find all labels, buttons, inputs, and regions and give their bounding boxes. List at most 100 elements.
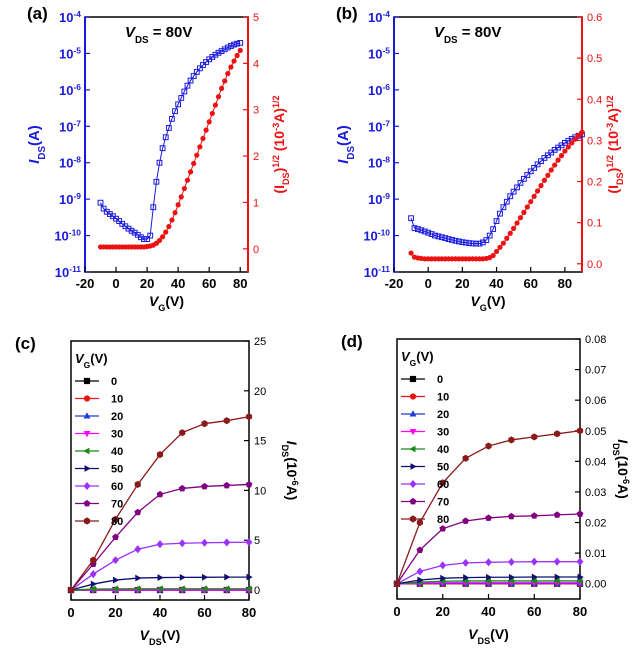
data-point <box>579 129 585 135</box>
data-point <box>456 238 462 245</box>
data-point <box>200 135 206 142</box>
data-point <box>196 65 203 72</box>
data-point <box>156 585 163 593</box>
legend-marker <box>83 447 90 455</box>
y-tick-label: 0 <box>254 585 260 597</box>
y-left-tick-label: 10-10 <box>54 228 81 244</box>
data-point <box>531 165 538 171</box>
data-point <box>503 198 510 205</box>
data-point <box>245 585 252 593</box>
data-point <box>197 144 203 150</box>
data-point <box>476 240 483 247</box>
y-right-label: (IDS)1/2 (10-3A)1/2 <box>605 95 625 193</box>
data-point <box>112 533 119 541</box>
vds-annotation: VDS = 80V <box>125 24 192 46</box>
data-point <box>223 538 231 547</box>
data-point <box>484 577 491 585</box>
series-line-right <box>410 131 583 260</box>
data-point <box>184 177 191 183</box>
data-point <box>231 41 237 48</box>
legend-label: 10 <box>437 392 449 404</box>
x-tick-label: 20 <box>108 605 122 620</box>
data-point <box>90 556 97 564</box>
x-tick-label: 40 <box>153 605 167 620</box>
legend-label: 20 <box>437 409 449 421</box>
x-axis-label: VDS(V) <box>140 627 181 647</box>
legend-label: 50 <box>111 464 123 476</box>
legend-label: 0 <box>111 376 117 388</box>
y-left-tick-label: 10-5 <box>59 45 81 61</box>
data-point <box>156 237 163 244</box>
y-left-tick-label: 10-4 <box>368 9 390 25</box>
legend-marker <box>83 481 91 491</box>
x-axis-label: VG(V) <box>149 293 184 313</box>
data-point <box>246 573 253 581</box>
data-point <box>553 577 560 585</box>
data-point <box>166 223 172 230</box>
data-point <box>200 62 206 68</box>
data-point <box>485 558 492 567</box>
y-left-tick-label: 10-6 <box>368 82 390 98</box>
legend-label: 80 <box>111 516 123 528</box>
data-point <box>531 193 537 199</box>
y-left-tick-label: 10-8 <box>59 155 81 171</box>
data-point <box>466 240 473 247</box>
x-tick-label: 60 <box>523 276 537 291</box>
x-tick-label: 0 <box>393 604 400 619</box>
data-point <box>223 585 230 593</box>
data-point <box>67 586 75 594</box>
data-point <box>500 240 506 246</box>
x-tick-label: 40 <box>171 276 185 291</box>
data-point <box>486 573 493 581</box>
data-point <box>137 234 144 241</box>
y-left-tick-label: 10-4 <box>59 9 81 25</box>
data-point <box>459 239 466 246</box>
data-point <box>172 108 178 115</box>
y-tick-label: 0.07 <box>585 365 606 377</box>
data-point <box>202 573 209 581</box>
data-point <box>134 585 141 593</box>
data-point <box>462 454 469 462</box>
legend-label: 70 <box>111 499 123 511</box>
x-tick-label: 0 <box>67 605 74 620</box>
data-point <box>156 450 164 459</box>
data-point <box>162 134 169 141</box>
legend-label: 40 <box>437 444 449 456</box>
data-point <box>445 236 452 243</box>
data-point <box>201 538 208 547</box>
data-point <box>461 577 469 585</box>
data-point <box>565 144 571 150</box>
data-point <box>569 140 575 146</box>
series-line-70 <box>70 483 250 591</box>
legend-label: 40 <box>111 446 123 458</box>
data-point <box>160 234 166 240</box>
data-point <box>511 225 517 232</box>
data-point <box>172 210 178 216</box>
legend-marker <box>83 431 91 438</box>
y-tick-label: 15 <box>254 436 266 448</box>
legend-label: 70 <box>437 497 449 509</box>
data-point <box>222 78 228 84</box>
y-tick-label: 0.02 <box>585 518 606 530</box>
legend-label: 50 <box>437 462 449 474</box>
x-tick-label: 40 <box>481 604 495 619</box>
data-point <box>517 179 524 186</box>
plot-frame <box>70 340 250 601</box>
data-point <box>156 540 164 549</box>
data-point <box>175 202 181 208</box>
data-point <box>507 193 514 200</box>
data-point <box>417 576 424 584</box>
data-point <box>493 248 500 255</box>
data-point <box>562 148 568 154</box>
data-point <box>175 101 182 108</box>
data-point <box>144 236 150 243</box>
data-point <box>128 227 135 234</box>
panel-label: (a) <box>27 4 48 23</box>
y-right-label: (IDS)1/2 (10-3A)1/2 <box>271 95 291 193</box>
data-point <box>577 573 584 581</box>
data-point <box>462 558 470 567</box>
data-point <box>181 88 188 95</box>
legend-label: 60 <box>437 479 449 491</box>
legend-title: VG(V) <box>75 351 108 370</box>
data-point <box>156 159 163 166</box>
